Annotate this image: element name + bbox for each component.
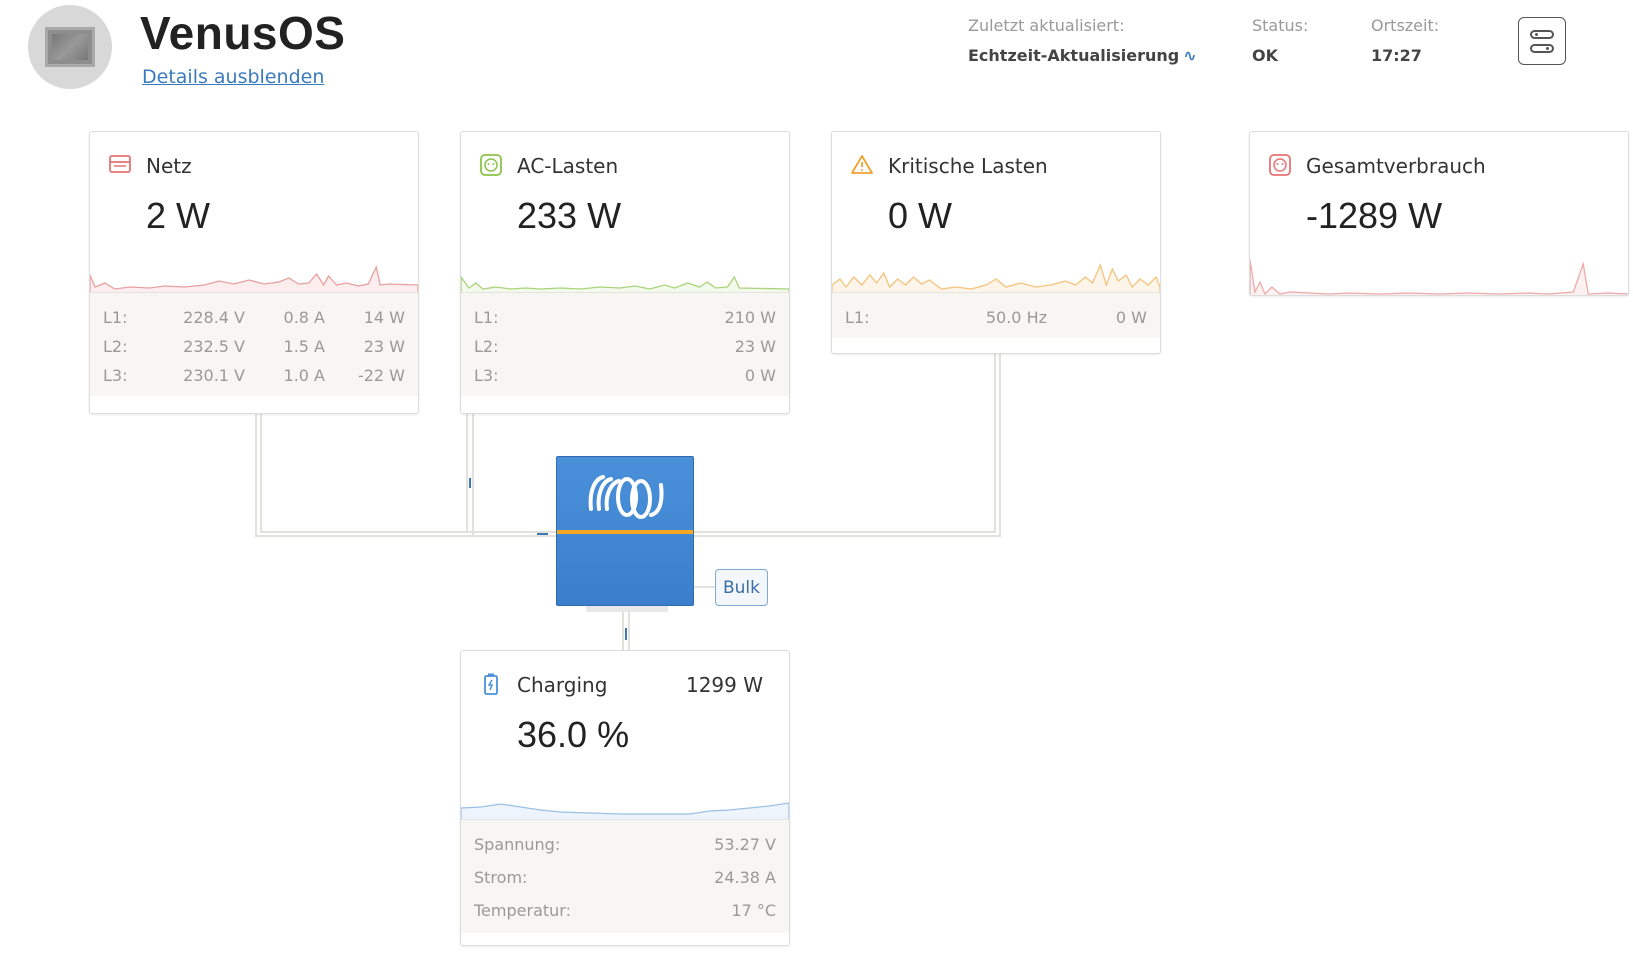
ac-loads-power-value: 233 W [517, 195, 622, 236]
local-time-value: 17:27 [1371, 46, 1422, 65]
phase-power: 0 W [744, 366, 776, 385]
phase-label: L1: [845, 308, 870, 327]
inverter-stripe [557, 530, 693, 534]
table-row: Temperatur: 17 °C [474, 894, 776, 927]
grid-card[interactable]: Netz 2 W L1: 228.4 V 0.8 A 14 W L2: 232.5 V 1… [89, 131, 419, 414]
socket-icon [480, 154, 502, 176]
table-row: Strom: 24.38 A [474, 861, 776, 894]
victron-logo-icon [588, 475, 664, 519]
table-row: L2: 23 W [474, 332, 776, 361]
voltage-value: 53.27 V [714, 835, 776, 854]
voltage-label: Spannung: [474, 835, 561, 854]
settings-toggle-button[interactable] [1518, 17, 1566, 65]
charge-state-badge: Bulk [715, 569, 768, 606]
phase-power: 23 W [363, 337, 405, 356]
grid-power-value: 2 W [146, 195, 211, 236]
status-label: Status: [1252, 16, 1309, 35]
temperature-label: Temperatur: [474, 901, 571, 920]
phase-power: 14 W [363, 308, 405, 327]
grid-title: Netz [146, 154, 192, 178]
device-icon [45, 27, 95, 67]
last-updated-value: Echtzeit-Aktualisierung ∿ [968, 46, 1197, 65]
grid-icon [109, 155, 131, 173]
critical-loads-title: Kritische Lasten [888, 154, 1048, 178]
phase-frequency: 50.0 Hz [985, 308, 1047, 327]
realtime-wave-icon: ∿ [1183, 46, 1197, 65]
battery-sparkline [461, 802, 789, 819]
total-consumption-card[interactable]: Gesamtverbrauch -1289 W [1249, 131, 1629, 296]
grid-phase-table: L1: 228.4 V 0.8 A 14 W L2: 232.5 V 1.5 A 23 W … [90, 292, 418, 396]
current-label: Strom: [474, 868, 528, 887]
table-row: L3: 230.1 V 1.0 A -22 W [103, 361, 405, 390]
device-avatar [28, 5, 112, 89]
phase-label: L1: [474, 308, 499, 327]
temperature-value: 17 °C [731, 901, 776, 920]
phase-current: 1.5 A [283, 337, 325, 356]
critical-loads-phase-table: L1: 50.0 Hz 0 W [832, 292, 1160, 338]
phase-label: L2: [474, 337, 499, 356]
local-time-label: Ortszeit: [1371, 16, 1440, 35]
critical-loads-sparkline [832, 263, 1160, 292]
battery-soc-value: 36.0 % [517, 714, 630, 755]
phase-voltage: 228.4 V [183, 308, 245, 327]
table-row: L1: 228.4 V 0.8 A 14 W [103, 303, 405, 332]
phase-power: 23 W [734, 337, 776, 356]
critical-loads-card[interactable]: Kritische Lasten 0 W L1: 50.0 Hz 0 W [831, 131, 1161, 354]
status-value: OK [1252, 46, 1278, 65]
battery-card[interactable]: Charging 1299 W 36.0 % Spannung: 53.27 V … [460, 650, 790, 946]
battery-icon [484, 673, 498, 695]
ac-loads-card[interactable]: AC-Lasten 233 W L1: 210 W L2: 23 W L3: 0 W [460, 131, 790, 414]
phase-current: 1.0 A [283, 366, 325, 385]
hide-details-link[interactable]: Details ausblenden [142, 66, 325, 88]
toggle-icon [1530, 43, 1554, 53]
critical-loads-power-value: 0 W [888, 195, 953, 236]
battery-details-table: Spannung: 53.27 V Strom: 24.38 A Temperatu… [461, 819, 789, 933]
phase-current: 0.8 A [283, 308, 325, 327]
table-row: L1: 210 W [474, 303, 776, 332]
phase-power: 210 W [724, 308, 776, 327]
warning-icon [851, 155, 873, 174]
total-consumption-value: -1289 W [1306, 195, 1443, 236]
site-title: VenusOS [140, 7, 346, 59]
current-value: 24.38 A [714, 868, 776, 887]
table-row: Spannung: 53.27 V [474, 828, 776, 861]
phase-voltage: 230.1 V [183, 366, 245, 385]
total-consumption-sparkline [1250, 259, 1628, 295]
total-consumption-title: Gesamtverbrauch [1306, 154, 1486, 178]
phase-voltage: 232.5 V [183, 337, 245, 356]
phase-label: L3: [474, 366, 499, 385]
battery-power-value: 1299 W [685, 673, 763, 697]
table-row: L2: 232.5 V 1.5 A 23 W [103, 332, 405, 361]
phase-label: L3: [103, 366, 128, 385]
phase-power: 0 W [1115, 308, 1147, 327]
table-row: L1: 50.0 Hz 0 W [845, 303, 1147, 332]
toggle-icon [1530, 29, 1554, 39]
phase-label: L2: [103, 337, 128, 356]
grid-sparkline [90, 265, 418, 292]
socket-icon [1269, 154, 1291, 176]
inverter-shadow [586, 604, 668, 612]
phase-label: L1: [103, 308, 128, 327]
battery-state-title: Charging [517, 673, 608, 697]
inverter-charger[interactable] [556, 456, 694, 606]
last-updated-label: Zuletzt aktualisiert: [968, 16, 1125, 35]
realtime-update-text: Echtzeit-Aktualisierung [968, 46, 1180, 65]
ac-loads-sparkline [461, 275, 789, 292]
phase-power: -22 W [357, 366, 405, 385]
ac-loads-phase-table: L1: 210 W L2: 23 W L3: 0 W [461, 292, 789, 396]
ac-loads-title: AC-Lasten [517, 154, 619, 178]
table-row: L3: 0 W [474, 361, 776, 390]
